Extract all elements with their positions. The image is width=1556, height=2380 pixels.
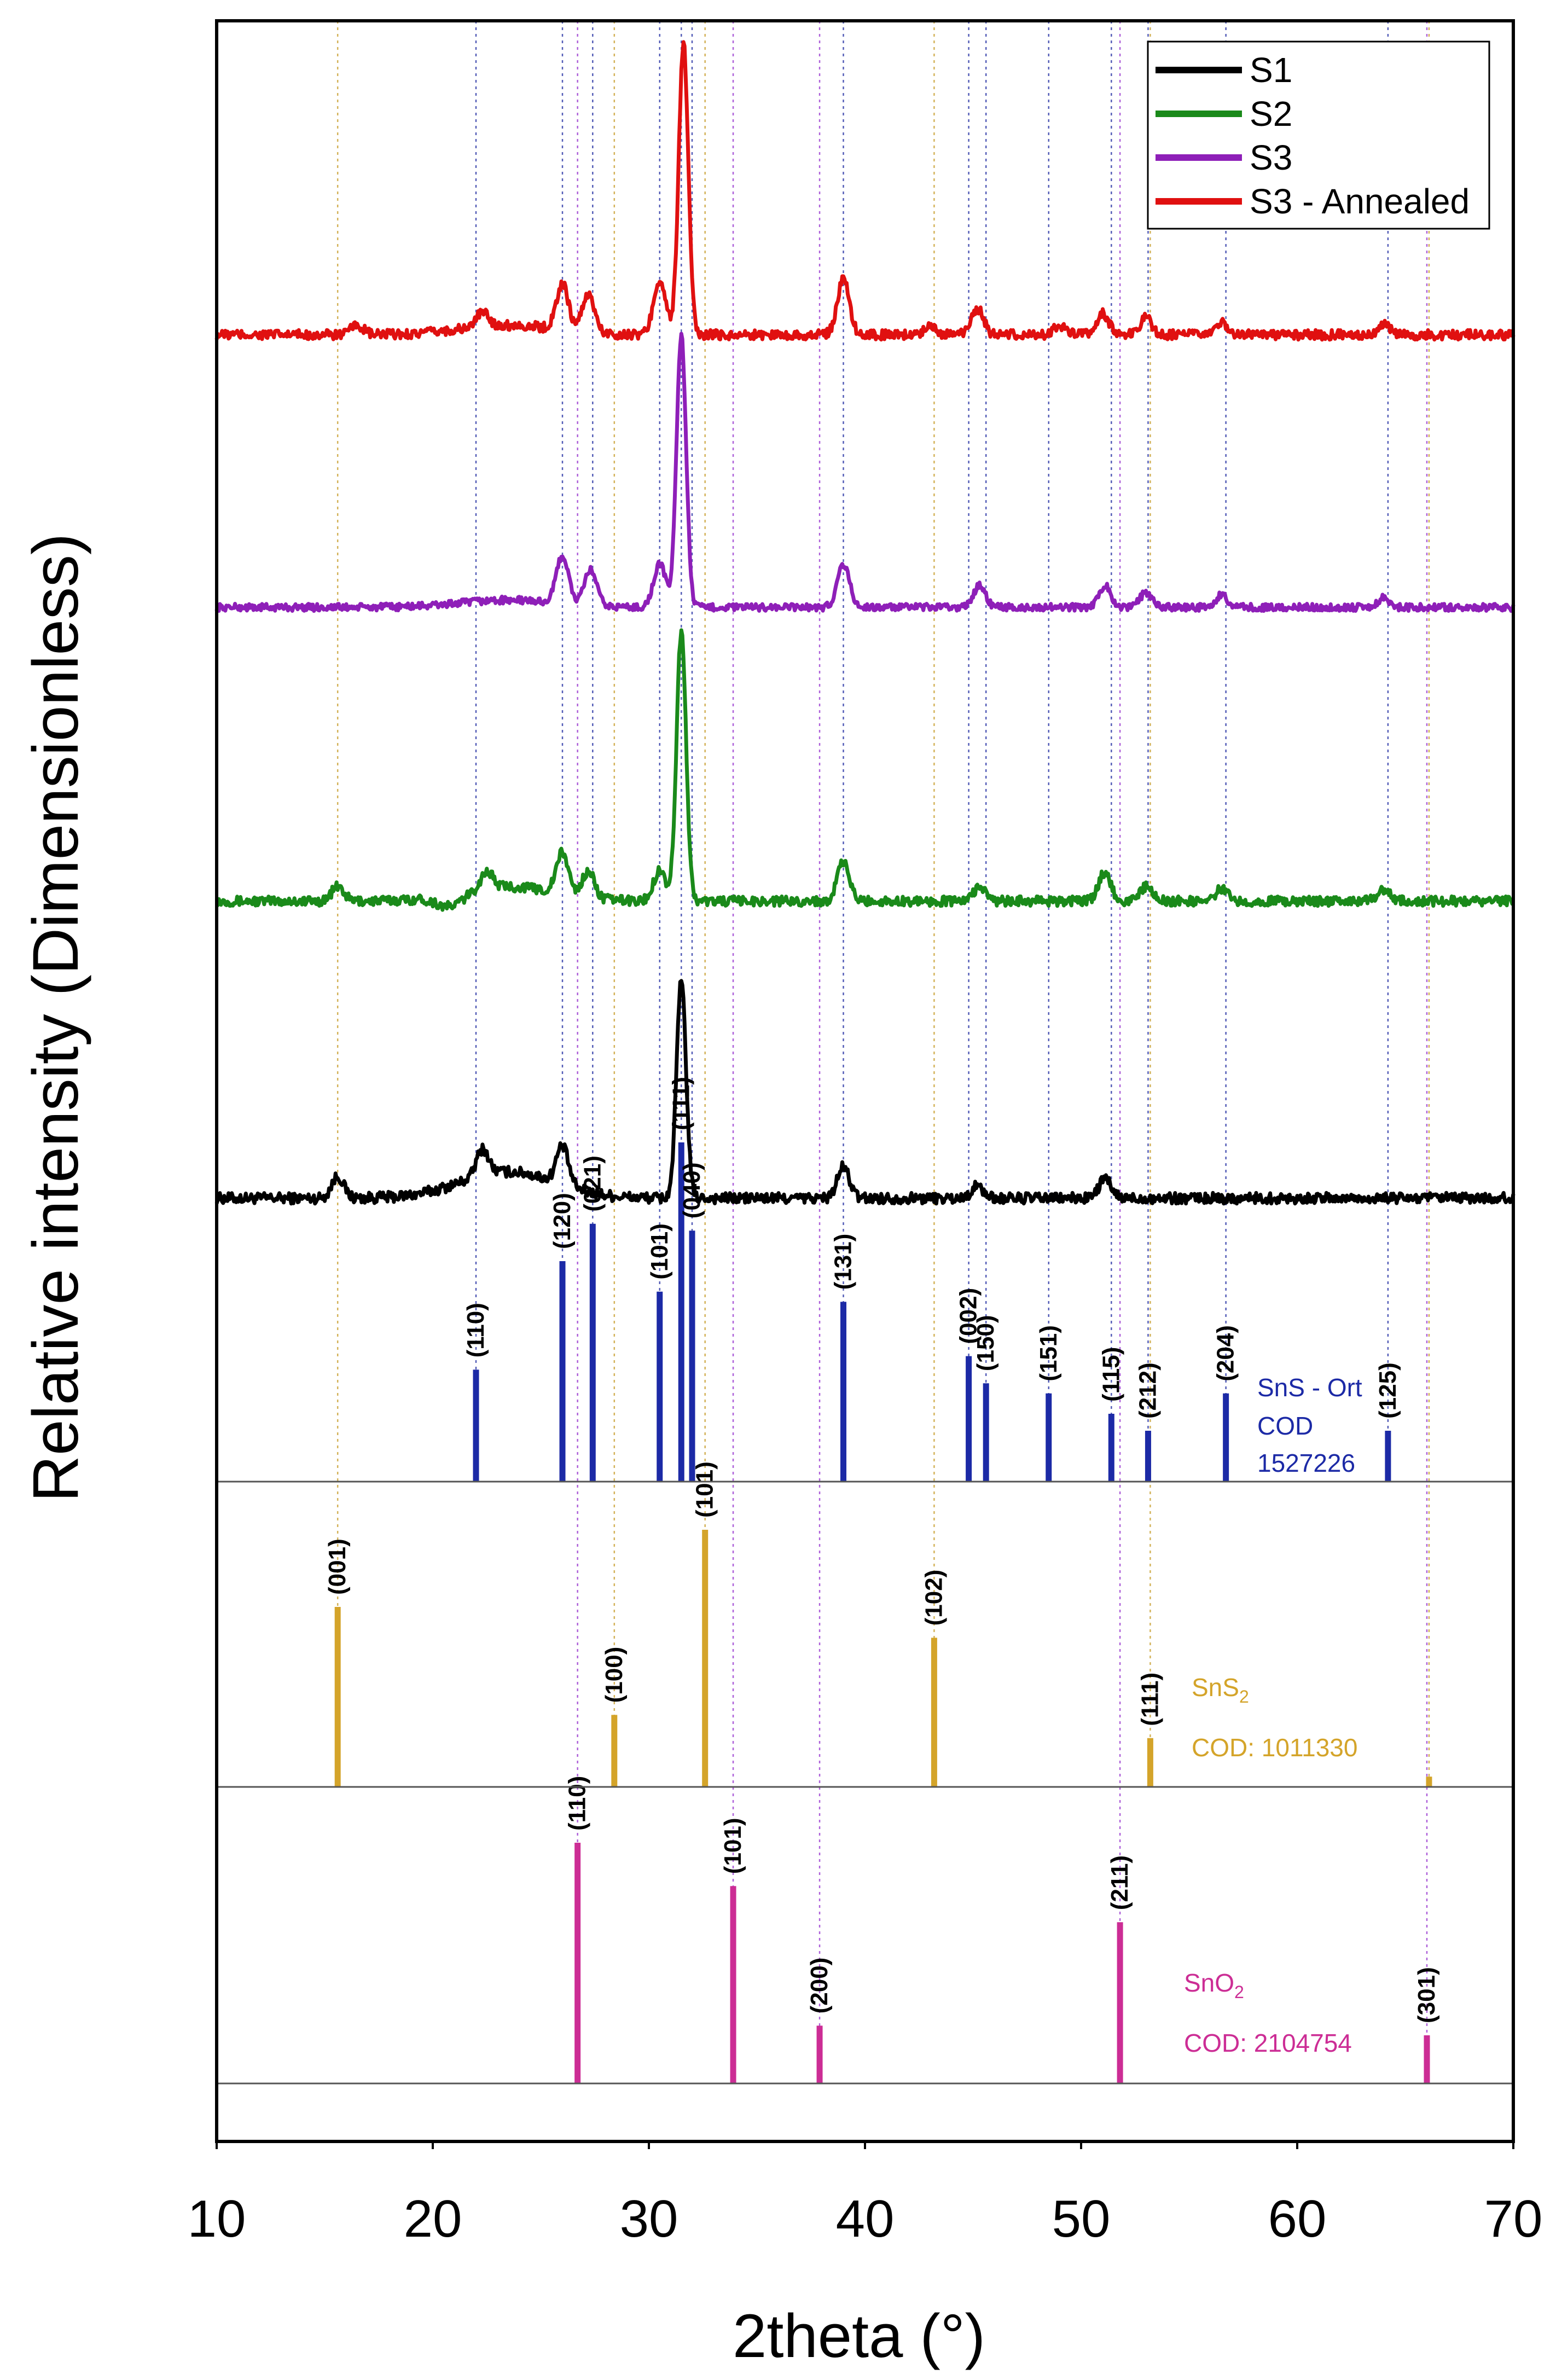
ref-code-sns-ort: COD xyxy=(1257,1412,1313,1440)
x-axis-ticks: 10 20 30 40 50 60 70 xyxy=(188,2141,1543,2248)
ref-code-sno2: COD: 2104754 xyxy=(1184,2029,1352,2057)
legend: S1 S2 S3 S3 - Annealed xyxy=(1147,40,1490,230)
ref-peak-label: (100) xyxy=(601,1647,628,1703)
ref-code-number-sns-ort: 1527226 xyxy=(1257,1449,1355,1477)
ref-peak-label: (040) xyxy=(678,1162,705,1218)
ref-peak-label: (110) xyxy=(462,1303,489,1357)
ref-peak-label: (125) xyxy=(1374,1362,1401,1419)
ref-name-sns2: SnS2 xyxy=(1192,1673,1249,1706)
reference-panels: (110) (120)(021) (101) (111) (040) (131) (002)… xyxy=(324,1077,1440,2083)
x-tick-label: 40 xyxy=(836,2190,895,2248)
ref-peak-label: (301) xyxy=(1413,1967,1440,2023)
ref-peak-label: (001) xyxy=(324,1539,351,1595)
ref-peak-label: (115) xyxy=(1098,1347,1124,1402)
x-tick-label: 10 xyxy=(188,2190,246,2248)
legend-label-1: S2 xyxy=(1250,94,1292,133)
x-tick-label: 20 xyxy=(404,2190,462,2248)
ref-peak-label: (151) xyxy=(1035,1325,1062,1381)
ref-peak-label: (111) xyxy=(1136,1673,1163,1726)
ref-name-sno2: SnO2 xyxy=(1184,1969,1244,2002)
trace-s2 xyxy=(216,628,1515,912)
ref-peak-label: (101) xyxy=(692,1461,718,1518)
reference-0: (110) (120)(021) (101) (111) (040) (131) (002)… xyxy=(462,1077,1401,1482)
y-axis-label: Relative intensity (Dimensionless) xyxy=(20,533,92,1502)
trace-s3 xyxy=(214,332,1516,613)
ref-peak-label: (131) xyxy=(830,1234,857,1290)
ref-peak-label: (120) xyxy=(549,1193,576,1249)
legend-label-0: S1 xyxy=(1250,50,1292,90)
trace-s1 xyxy=(214,979,1516,1206)
ref-peak-label: (110) xyxy=(564,1776,591,1831)
ref-peak-label: (101) xyxy=(719,1818,746,1874)
legend-label-3: S3 - Annealed xyxy=(1250,182,1470,221)
x-tick-label: 60 xyxy=(1268,2190,1327,2248)
ref-peak-label: (101) xyxy=(646,1223,673,1280)
ref-peak-label: (200) xyxy=(806,1958,833,2014)
trace-s3-annealed xyxy=(214,40,1516,342)
ref-peak-label: (021) xyxy=(579,1156,606,1212)
legend-label-2: S3 xyxy=(1250,138,1292,177)
sample-traces xyxy=(214,40,1516,1206)
x-axis-label: 2theta (°) xyxy=(733,2302,985,2370)
ref-peak-label: (111) xyxy=(667,1077,694,1130)
ref-peak-label: (002) xyxy=(955,1288,982,1344)
ref-peak-label: (204) xyxy=(1212,1325,1239,1381)
ref-peak-label: (102) xyxy=(920,1570,947,1626)
reference-1: (001) (100) (101) (102) (111) xyxy=(324,1461,1432,1787)
ref-peak-label: (150) xyxy=(972,1315,999,1371)
x-tick-label: 30 xyxy=(620,2190,678,2248)
ref-code-sns2: COD: 1011330 xyxy=(1192,1733,1357,1762)
reference-2: (110) (101) (200) (211) (301) xyxy=(564,1776,1440,2083)
x-tick-label: 70 xyxy=(1484,2190,1543,2248)
x-tick-label: 50 xyxy=(1052,2190,1111,2248)
ref-peak-label: (211) xyxy=(1106,1855,1133,1910)
ref-peak-label: (212) xyxy=(1134,1362,1161,1419)
ref-name-sns-ort: SnS - Ort xyxy=(1257,1373,1362,1402)
